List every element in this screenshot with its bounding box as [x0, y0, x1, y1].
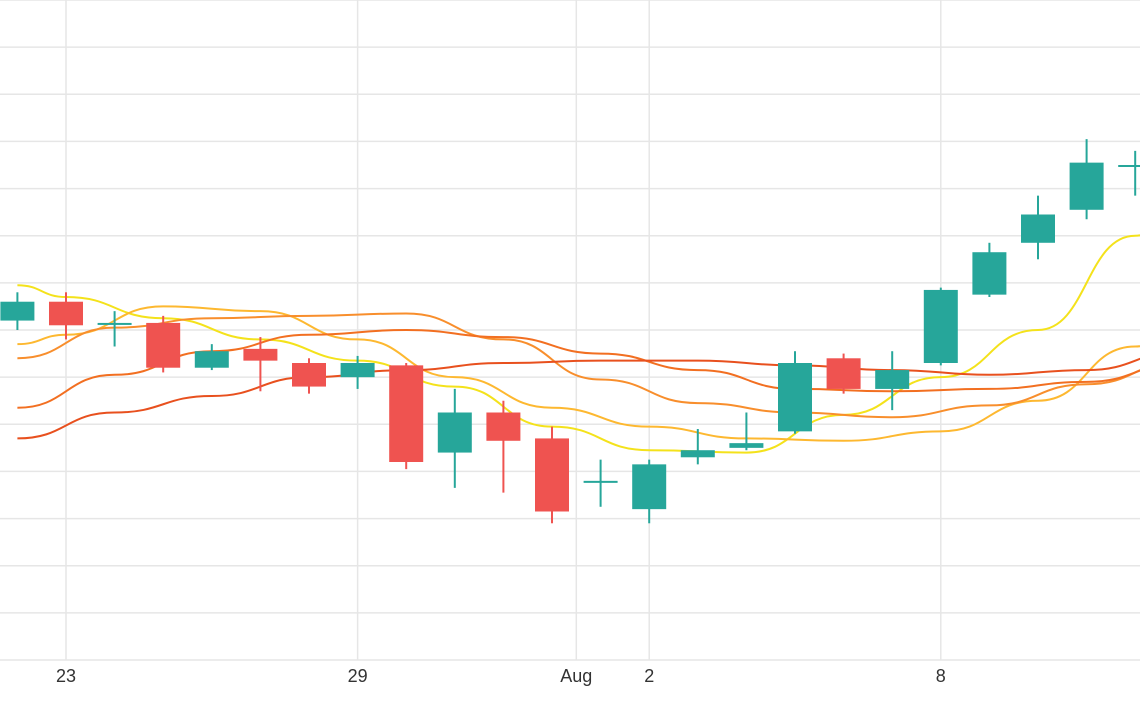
moving-average-line-3: [17, 312, 1140, 419]
candle: [146, 315, 181, 373]
candle: [292, 358, 326, 394]
candle-body-up: [729, 443, 764, 448]
candle: [535, 426, 569, 524]
candle: [729, 412, 764, 451]
candle-body-up: [632, 464, 667, 510]
candle-body-down: [535, 438, 569, 512]
candle-body-down: [389, 365, 424, 462]
candle-body-down: [292, 363, 326, 387]
candle: [97, 311, 132, 347]
candle: [778, 351, 812, 434]
candle: [0, 292, 35, 330]
candles: [0, 139, 1140, 524]
candle: [972, 242, 1007, 297]
moving-average-line-2: [17, 305, 1140, 442]
candle-body-up: [923, 289, 958, 363]
candle: [389, 363, 424, 470]
candle: [923, 287, 958, 366]
candle-body-up: [778, 363, 812, 432]
x-tick-label: 8: [936, 666, 946, 686]
candle-body-up: [1069, 162, 1104, 210]
x-tick-label: 2: [644, 666, 654, 686]
candle-body-up: [340, 363, 375, 378]
x-tick-label: 23: [56, 666, 76, 686]
x-tick-label: Aug: [560, 666, 592, 686]
candle-body-down: [826, 358, 861, 389]
candle: [875, 351, 910, 411]
moving-average-line-1: [17, 234, 1140, 454]
candle: [1069, 139, 1104, 220]
candle-body-up: [875, 370, 910, 389]
candle-body-down: [146, 322, 181, 368]
candle: [340, 355, 375, 389]
candle-body-up: [194, 351, 229, 368]
candle-body-up: [0, 301, 35, 321]
candle: [437, 388, 472, 488]
candle-body-up: [97, 322, 132, 325]
candle: [49, 292, 83, 340]
candle: [583, 459, 618, 507]
candle: [1118, 150, 1140, 196]
candle: [632, 459, 667, 524]
candle: [243, 337, 278, 392]
x-tick-label: 29: [348, 666, 368, 686]
candle-body-up: [680, 450, 715, 458]
candle-body-up: [1021, 214, 1055, 243]
candle-body-down: [243, 348, 278, 361]
candle: [1021, 195, 1055, 260]
x-axis: 2329Aug281420: [56, 666, 946, 686]
moving-average-line-5: [17, 357, 1140, 440]
candle-body-up: [583, 480, 618, 483]
candle-body-up: [437, 412, 472, 453]
candle: [826, 353, 861, 394]
grid: [0, 0, 1140, 661]
candle: [680, 429, 715, 465]
candle: [486, 400, 521, 493]
candle-body-up: [972, 252, 1007, 295]
candle-body-up: [1118, 165, 1140, 167]
candle: [194, 344, 229, 371]
moving-average-lines: [17, 234, 1140, 454]
candle-body-down: [49, 301, 83, 326]
candle-body-down: [486, 412, 521, 441]
